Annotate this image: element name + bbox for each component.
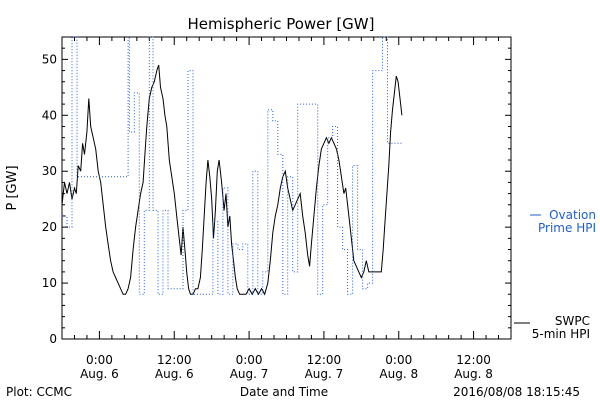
x-tick-time-label: 0:00	[86, 353, 113, 367]
y-tick-label: 20	[42, 220, 57, 234]
legend: Ovation Prime HPI SWPC 5-min HPI	[514, 208, 596, 341]
series-layer	[61, 36, 403, 296]
legend-ovation-label-line2: Prime HPI	[538, 221, 596, 235]
x-tick-date-label: Aug. 6	[155, 367, 194, 381]
series-line-swpc	[61, 64, 403, 296]
x-tick-date-label: Aug. 8	[454, 367, 493, 381]
chart-title: Hemispheric Power [GW]	[188, 15, 375, 33]
plot-source-label: Plot: CCMC	[6, 385, 72, 399]
x-tick-date-label: Aug. 8	[379, 367, 418, 381]
x-tick-date-label: Aug. 6	[80, 367, 119, 381]
x-tick-time-label: 12:00	[456, 353, 491, 367]
legend-ovation-label-line1: Ovation	[549, 208, 596, 222]
series-line-ovation	[62, 36, 402, 295]
x-axis-label: Date and Time	[240, 385, 328, 399]
plot-frame	[61, 36, 512, 340]
y-tick-label: 40	[42, 108, 57, 122]
y-tick-label: 10	[42, 276, 57, 290]
x-tick-time-label: 12:00	[307, 353, 342, 367]
y-tick-label: 30	[42, 164, 57, 178]
x-tick-date-label: Aug. 7	[230, 367, 269, 381]
y-axis-ticks: 0 10 20 30 40 50	[42, 36, 511, 346]
x-tick-time-label: 0:00	[385, 353, 412, 367]
legend-swpc-label-line2: 5-min HPI	[532, 327, 590, 341]
y-axis-label: P [GW]	[5, 165, 20, 210]
x-tick-time-label: 0:00	[236, 353, 263, 367]
x-tick-date-label: Aug. 7	[305, 367, 344, 381]
x-tick-time-label: 12:00	[157, 353, 192, 367]
plot-timestamp: 2016/08/08 18:15:45	[453, 385, 580, 399]
legend-swpc-label-line1: SWPC	[555, 314, 590, 328]
y-tick-label: 50	[42, 52, 57, 66]
y-tick-label: 0	[49, 332, 57, 346]
